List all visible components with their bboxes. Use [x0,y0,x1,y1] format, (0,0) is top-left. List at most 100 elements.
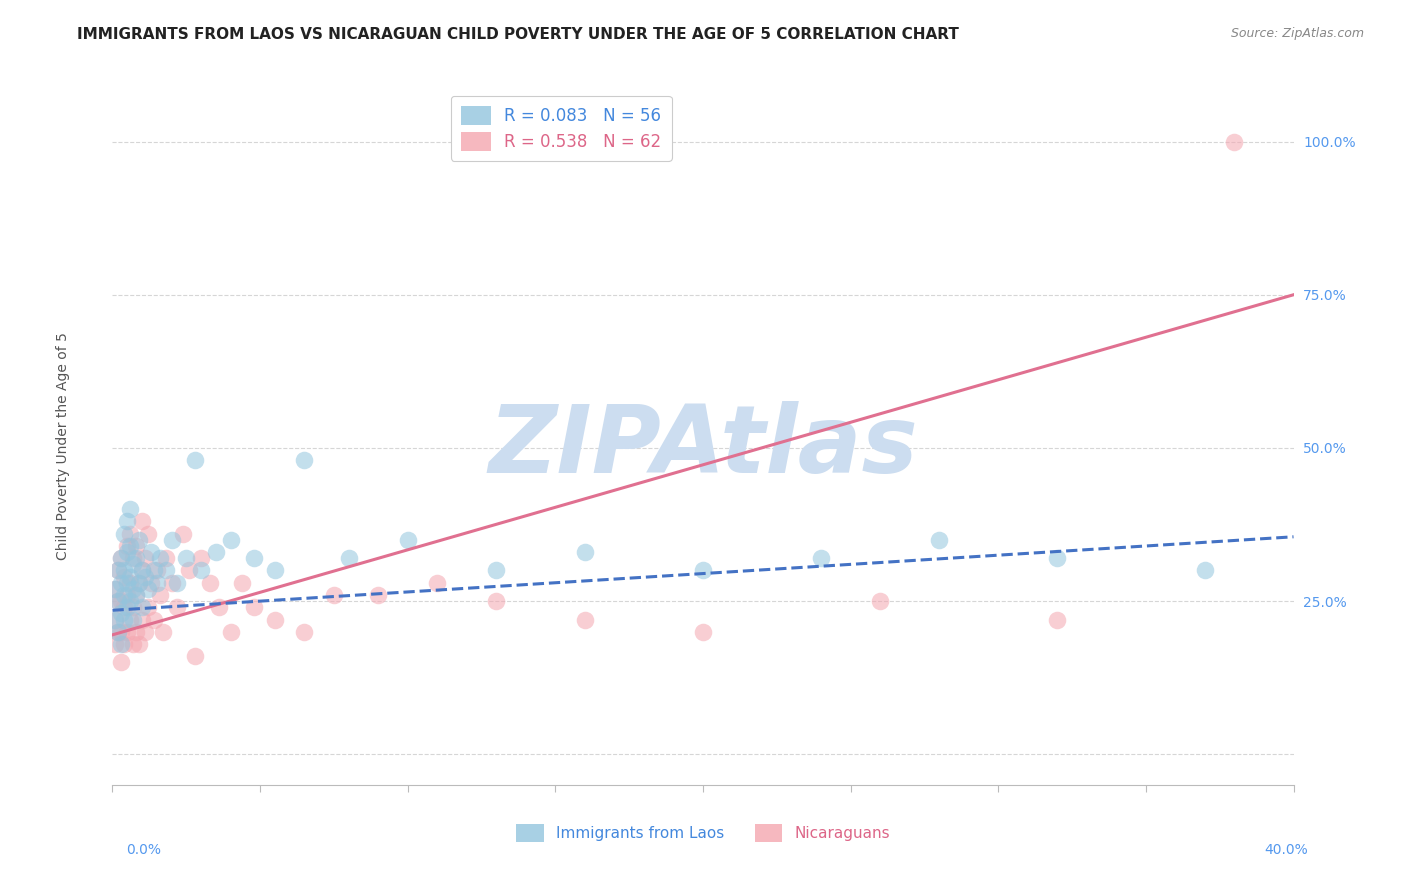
Point [110,594,132,608]
Point [396,533,419,547]
Point [128,575,150,590]
Point [128,575,150,590]
Point [574,613,596,627]
Point [117,545,138,559]
Point [810,551,832,566]
Point [149,588,172,602]
Point [869,594,891,608]
Point [160,575,183,590]
Point [112,637,135,651]
Point [104,637,127,651]
Point [112,564,135,578]
Point [125,624,148,639]
Point [485,594,508,608]
Point [692,624,714,639]
Point [1223,135,1246,149]
Point [131,515,153,529]
Point [117,588,138,602]
Point [136,600,159,615]
Point [120,594,142,608]
Point [174,551,197,566]
Point [136,526,159,541]
Point [112,526,135,541]
Point [107,594,129,608]
Point [134,569,156,583]
Point [264,564,287,578]
Point [160,533,183,547]
Point [337,551,360,566]
Point [190,564,212,578]
Point [107,624,129,639]
Point [131,600,153,615]
Point [485,564,508,578]
Point [104,613,127,627]
Point [243,551,266,566]
Point [131,564,153,578]
Point [208,600,231,615]
Point [367,588,389,602]
Point [120,502,142,516]
Point [142,613,165,627]
Point [155,551,177,566]
Point [110,624,132,639]
Point [110,551,132,566]
Point [125,539,148,553]
Point [149,551,172,566]
Point [110,551,132,566]
Text: Child Poverty Under the Age of 5: Child Poverty Under the Age of 5 [56,332,70,560]
Point [107,624,129,639]
Point [112,588,135,602]
Point [131,613,153,627]
Point [110,637,132,651]
Text: 0.0%: 0.0% [127,843,162,857]
Point [166,600,188,615]
Point [692,564,714,578]
Point [122,558,145,572]
Text: 40.0%: 40.0% [1264,843,1308,857]
Point [117,624,138,639]
Point [155,564,177,578]
Point [152,624,174,639]
Point [120,569,142,583]
Point [112,613,135,627]
Point [104,582,127,596]
Point [243,600,266,615]
Point [198,575,221,590]
Point [122,551,145,566]
Point [179,564,201,578]
Point [205,545,228,559]
Point [117,575,138,590]
Point [219,533,242,547]
Point [292,453,315,467]
Point [264,613,287,627]
Point [292,624,315,639]
Point [122,637,145,651]
Point [117,600,138,615]
Point [122,613,145,627]
Point [1046,551,1069,566]
Point [107,564,129,578]
Point [219,624,242,639]
Point [142,564,165,578]
Point [117,515,138,529]
Point [128,533,150,547]
Point [323,588,346,602]
Point [110,607,132,621]
Legend: Immigrants from Laos, Nicaraguans: Immigrants from Laos, Nicaraguans [510,818,896,847]
Point [120,575,142,590]
Text: ZIPAtlas: ZIPAtlas [488,401,918,492]
Point [104,613,127,627]
Point [231,575,253,590]
Point [104,582,127,596]
Point [131,564,153,578]
Point [125,588,148,602]
Point [136,582,159,596]
Point [112,569,135,583]
Point [1194,564,1216,578]
Point [139,545,162,559]
Point [574,545,596,559]
Point [146,575,169,590]
Point [1046,613,1069,627]
Point [134,551,156,566]
Point [110,575,132,590]
